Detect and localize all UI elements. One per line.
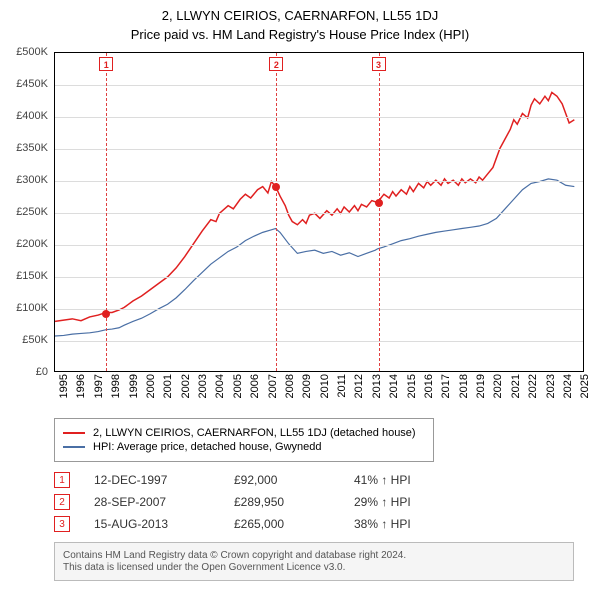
x-tick-label: 2025 [579,374,591,398]
sale-row-delta: 29% ↑ HPI [354,495,411,509]
x-tick-label: 2005 [232,374,244,398]
x-tick-label: 1998 [110,374,122,398]
x-tick-label: 2023 [545,374,557,398]
chart-area: £0 £50K £100K £150K £200K £250K £300K £350K £400… [8,52,592,412]
y-tick-label: £450K [16,78,48,90]
y-tick-label: £500K [16,46,48,58]
x-tick-label: 2015 [406,374,418,398]
series-property_price [55,92,574,321]
sale-marker-line [379,53,380,371]
y-tick-label: £150K [16,270,48,282]
x-tick-label: 2019 [475,374,487,398]
x-tick-label: 2018 [458,374,470,398]
y-tick-label: £100K [16,302,48,314]
sale-marker-line [106,53,107,371]
x-tick-label: 2020 [492,374,504,398]
x-tick-label: 2007 [267,374,279,398]
sale-row-marker: 3 [54,516,70,532]
x-tick-label: 1997 [93,374,105,398]
chart-title-subtitle: Price paid vs. HM Land Registry's House … [8,27,592,42]
sale-row-delta: 41% ↑ HPI [354,473,411,487]
x-tick-label: 2006 [249,374,261,398]
y-tick-label: £350K [16,142,48,154]
sale-row-price: £265,000 [234,517,354,531]
footer-line-1: Contains HM Land Registry data © Crown c… [63,550,565,561]
legend-swatch [63,446,85,448]
sale-row-price: £289,950 [234,495,354,509]
sale-marker-box: 2 [269,57,283,71]
legend-label: 2, LLWYN CEIRIOS, CAERNARFON, LL55 1DJ (… [93,427,416,439]
x-tick-label: 1995 [58,374,70,398]
x-tick-label: 2021 [510,374,522,398]
legend-row: 2, LLWYN CEIRIOS, CAERNARFON, LL55 1DJ (… [63,427,425,439]
x-tick-label: 2024 [562,374,574,398]
y-tick-label: £200K [16,238,48,250]
series-hpi_gwynedd [55,179,574,336]
legend: 2, LLWYN CEIRIOS, CAERNARFON, LL55 1DJ (… [54,418,434,462]
sale-row: 2 28-SEP-2007£289,95029% ↑ HPI [54,494,574,510]
footer-line-2: This data is licensed under the Open Gov… [63,562,565,573]
sale-row-date: 12-DEC-1997 [94,473,234,487]
x-axis-labels: 1995 1996 1997 1998 1999 2000 2001 2002 2003 2004… [54,374,584,412]
x-tick-label: 2001 [162,374,174,398]
legend-label: HPI: Average price, detached house, Gwyn… [93,441,322,453]
x-tick-label: 2016 [423,374,435,398]
sale-row-marker: 1 [54,472,70,488]
y-tick-label: £400K [16,110,48,122]
series-svg [55,53,583,371]
x-tick-label: 2012 [353,374,365,398]
sale-row: 3 15-AUG-2013£265,00038% ↑ HPI [54,516,574,532]
x-tick-label: 2010 [319,374,331,398]
x-tick-label: 2014 [388,374,400,398]
y-axis-labels: £0£50K£100K£150K£200K£250K£300K£350K£400… [8,52,52,372]
sale-row-date: 15-AUG-2013 [94,517,234,531]
sale-row-price: £92,000 [234,473,354,487]
sale-row: 1 12-DEC-1997£92,00041% ↑ HPI [54,472,574,488]
sale-marker-dot [102,310,110,318]
x-tick-label: 2013 [371,374,383,398]
x-tick-label: 2004 [214,374,226,398]
y-tick-label: £300K [16,174,48,186]
y-tick-label: £50K [22,334,48,346]
x-tick-label: 2000 [145,374,157,398]
y-tick-label: £0 [36,366,48,378]
footer-attribution: Contains HM Land Registry data © Crown c… [54,542,574,581]
x-tick-label: 2002 [180,374,192,398]
legend-swatch [63,432,85,434]
sale-row-marker: 2 [54,494,70,510]
x-tick-label: 2011 [336,374,348,398]
x-tick-label: 1999 [128,374,140,398]
chart-title-address: 2, LLWYN CEIRIOS, CAERNARFON, LL55 1DJ [8,8,592,23]
x-tick-label: 2008 [284,374,296,398]
x-tick-label: 2017 [440,374,452,398]
sale-marker-dot [375,199,383,207]
x-tick-label: 1996 [75,374,87,398]
x-tick-label: 2009 [301,374,313,398]
sales-table: 1 12-DEC-1997£92,00041% ↑ HPI 2 28-SEP-2007… [54,472,574,532]
sale-marker-dot [272,183,280,191]
plot-area: 1 2 3 [54,52,584,372]
sale-marker-line [276,53,277,371]
x-tick-label: 2022 [527,374,539,398]
x-tick-label: 2003 [197,374,209,398]
sale-row-date: 28-SEP-2007 [94,495,234,509]
sale-marker-box: 3 [372,57,386,71]
legend-row: HPI: Average price, detached house, Gwyn… [63,441,425,453]
sale-marker-box: 1 [99,57,113,71]
y-tick-label: £250K [16,206,48,218]
sale-row-delta: 38% ↑ HPI [354,517,411,531]
